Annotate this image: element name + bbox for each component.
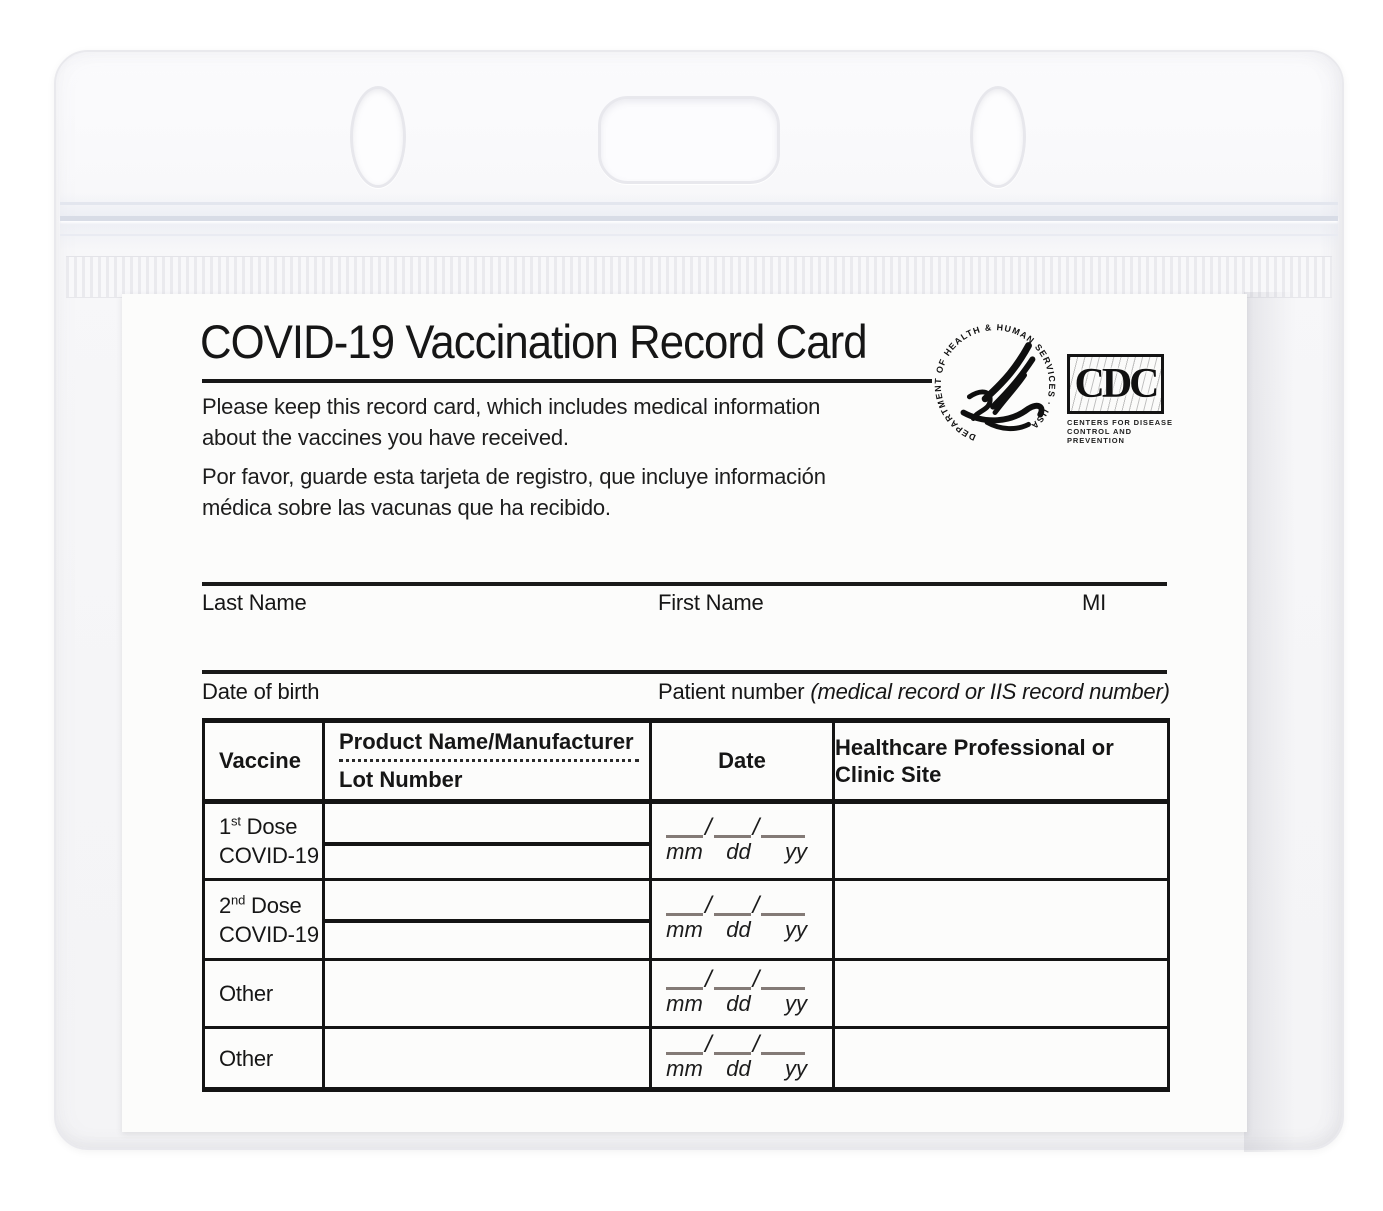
table-row-other2: Other / / mm dd bbox=[202, 1026, 1170, 1092]
col-header-product: Product Name/Manufacturer bbox=[339, 729, 634, 754]
lot-write-line bbox=[325, 842, 649, 846]
date-blank-dd bbox=[713, 811, 751, 838]
date-fill-in: / / mm dd yy bbox=[666, 1031, 818, 1082]
product-lot-cell bbox=[322, 958, 652, 1029]
col-header-lot: Lot Number bbox=[339, 767, 463, 792]
covid19-vaccination-record-card: COVID-19 Vaccination Record Card Please … bbox=[122, 294, 1247, 1132]
table-row-dose2: 2nd Dose COVID-19 / / mm dd bbox=[202, 878, 1170, 961]
date-blank-mm bbox=[666, 963, 703, 990]
intro-spanish-line1: Por favor, guarde esta tarjeta de regist… bbox=[202, 464, 826, 489]
product-lot-cell bbox=[322, 800, 652, 881]
row-label-other1: Other bbox=[202, 958, 325, 1029]
intro-english-line1: Please keep this record card, which incl… bbox=[202, 394, 821, 419]
date-blank-yy bbox=[761, 889, 806, 916]
date-fill-in: / / mm dd yy bbox=[666, 814, 818, 865]
date-cell: / / mm dd yy bbox=[649, 878, 835, 961]
date-cell: / / mm dd yy bbox=[649, 800, 835, 881]
date-of-birth-label: Date of birth bbox=[202, 679, 320, 704]
patient-number-note: (medical record or IIS record number) bbox=[810, 679, 1170, 704]
col-header-vaccine: Vaccine bbox=[202, 718, 325, 804]
zip-seal-line bbox=[60, 202, 1338, 205]
name-write-line bbox=[202, 582, 1167, 586]
patient-number-label: Patient number (medical record or IIS re… bbox=[658, 679, 1170, 704]
table-header-row: Vaccine Product Name/Manufacturer Lot Nu… bbox=[202, 718, 1170, 804]
last-name-label: Last Name bbox=[202, 590, 307, 615]
col-header-healthcare: Healthcare Professional or Clinic Site bbox=[832, 718, 1170, 804]
product-lot-cell bbox=[322, 1026, 652, 1092]
first-name-label: First Name bbox=[658, 590, 764, 615]
hhs-logo-icon: DEPARTMENT OF HEALTH & HUMAN SERVICES · … bbox=[933, 322, 1056, 443]
healthcare-cell bbox=[832, 800, 1170, 881]
dotted-divider bbox=[339, 759, 639, 762]
intro-spanish: Por favor, guarde esta tarjeta de regist… bbox=[202, 461, 826, 523]
row-label-other2: Other bbox=[202, 1026, 325, 1092]
zip-seal-line bbox=[60, 234, 1338, 236]
healthcare-cell bbox=[832, 1026, 1170, 1092]
cdc-logo-icon: CDC bbox=[1067, 354, 1164, 414]
cdc-acronym: CDC bbox=[1074, 361, 1160, 407]
date-blank-dd bbox=[713, 1028, 751, 1055]
intro-english: Please keep this record card, which incl… bbox=[202, 391, 820, 453]
date-blank-yy bbox=[761, 963, 806, 990]
healthcare-cell bbox=[832, 958, 1170, 1029]
clear-badge-holder: COVID-19 Vaccination Record Card Please … bbox=[54, 50, 1344, 1152]
product-lot-cell bbox=[322, 878, 652, 961]
punch-hole-right bbox=[970, 86, 1026, 188]
lanyard-slot bbox=[598, 96, 780, 184]
date-blank-dd bbox=[713, 963, 751, 990]
zip-seal-band bbox=[60, 192, 1338, 250]
cdc-logo-subtext: CENTERS FOR DISEASE CONTROL AND PREVENTI… bbox=[1067, 418, 1173, 445]
title-divider bbox=[202, 379, 932, 383]
dob-write-line bbox=[202, 670, 1167, 674]
col-header-date: Date bbox=[649, 718, 835, 804]
healthcare-cell bbox=[832, 878, 1170, 961]
date-fill-in: / / mm dd yy bbox=[666, 892, 818, 943]
col-header-product-lot: Product Name/Manufacturer Lot Number bbox=[322, 718, 652, 804]
date-blank-mm bbox=[666, 1028, 703, 1055]
date-blank-mm bbox=[666, 811, 703, 838]
table-row-dose1: 1st Dose COVID-19 / / mm dd bbox=[202, 800, 1170, 881]
punch-hole-left bbox=[350, 86, 406, 188]
cdc-logo: CDC CENTERS FOR DISEASE CONTROL AND PREV… bbox=[1067, 354, 1172, 445]
lot-write-line bbox=[325, 919, 649, 923]
row-label-dose1: 1st Dose COVID-19 bbox=[202, 800, 325, 881]
date-blank-yy bbox=[761, 811, 806, 838]
table-row-other1: Other / / mm dd bbox=[202, 958, 1170, 1029]
date-cell: / / mm dd yy bbox=[649, 1026, 835, 1092]
intro-english-line2: about the vaccines you have received. bbox=[202, 425, 569, 450]
middle-initial-label: MI bbox=[1082, 590, 1107, 615]
date-blank-dd bbox=[713, 889, 751, 916]
zip-seal-ridges bbox=[66, 256, 1332, 298]
intro-spanish-line2: médica sobre las vacunas que ha recibido… bbox=[202, 495, 611, 520]
date-cell: / / mm dd yy bbox=[649, 958, 835, 1029]
date-fill-in: / / mm dd yy bbox=[666, 966, 818, 1017]
plastic-fold-shadow bbox=[1244, 292, 1308, 1152]
card-title: COVID-19 Vaccination Record Card bbox=[200, 315, 868, 368]
vaccination-table: Vaccine Product Name/Manufacturer Lot Nu… bbox=[202, 718, 1170, 1092]
zip-seal-line bbox=[60, 216, 1338, 221]
row-label-dose2: 2nd Dose COVID-19 bbox=[202, 878, 325, 961]
date-blank-mm bbox=[666, 889, 703, 916]
date-blank-yy bbox=[761, 1028, 806, 1055]
